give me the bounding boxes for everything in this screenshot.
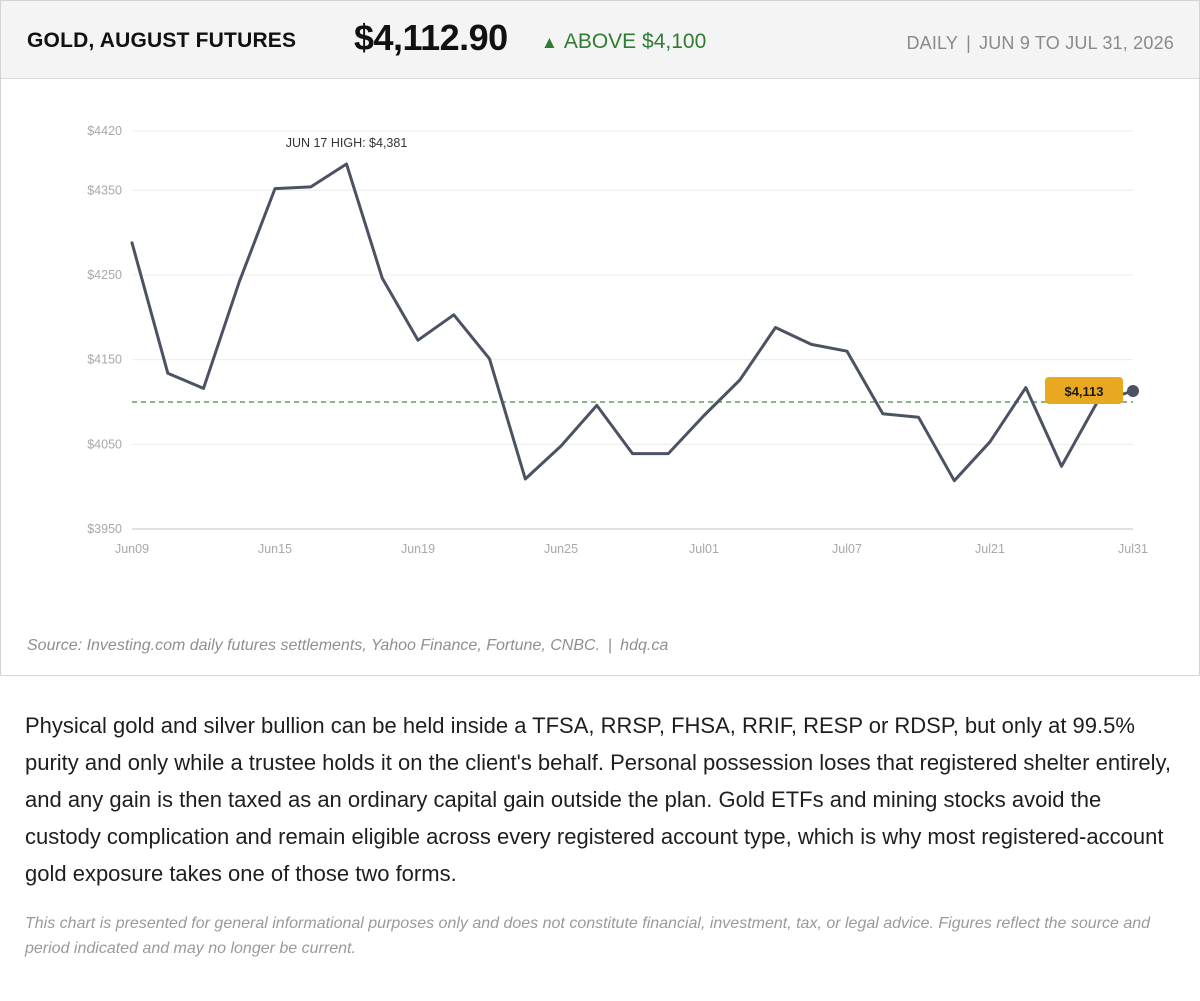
y-tick-label: $3950 <box>87 522 122 536</box>
data-point <box>166 372 169 375</box>
current-price: $4,112.90 <box>354 17 508 58</box>
data-point <box>381 277 384 280</box>
chart-card: GOLD, AUGUST FUTURES $4,112.90 ▲ ABOVE $4… <box>0 0 1200 676</box>
badge-background <box>1045 376 1123 404</box>
data-points <box>131 163 1135 483</box>
data-point <box>989 440 992 443</box>
data-point <box>452 313 455 316</box>
data-point <box>417 339 420 342</box>
source-line: Source: Investing.com daily futures sett… <box>27 637 668 655</box>
y-tick-label: $4150 <box>87 353 122 367</box>
price-status: ▲ ABOVE $4,100 <box>541 30 706 54</box>
data-point <box>846 350 849 353</box>
data-point <box>1024 386 1027 389</box>
data-point <box>881 412 884 415</box>
source-site: hdq.ca <box>620 637 669 654</box>
chart-title: GOLD, AUGUST FUTURES <box>27 29 297 52</box>
data-point <box>738 378 741 381</box>
period-separator: | <box>966 33 972 53</box>
x-tick-label: Jul31 <box>1118 542 1148 556</box>
data-point <box>810 343 813 346</box>
data-point <box>560 445 563 448</box>
data-point <box>345 163 348 166</box>
data-point <box>917 416 920 419</box>
data-point <box>774 326 777 329</box>
price-chart: $3950 $4050 $4150 $4250 $4350 $4420 Jun09 Jun1… <box>87 124 1148 556</box>
price-series-line <box>130 162 1135 483</box>
period-label: JUN 9 TO JUL 31, 2026 <box>979 33 1174 53</box>
data-point <box>309 185 312 188</box>
y-tick-label: $4350 <box>87 183 122 197</box>
data-point <box>202 387 205 390</box>
source-separator: | <box>608 637 613 654</box>
y-axis-ticks: $3950 $4050 $4150 $4250 $4350 $4420 <box>87 124 122 536</box>
status-text: ABOVE $4,100 <box>563 30 707 53</box>
x-tick-label: Jul07 <box>832 542 862 556</box>
data-point <box>631 452 634 455</box>
chart-header: GOLD, AUGUST FUTURES $4,112.90 ▲ ABOVE $4… <box>1 1 1199 79</box>
data-point <box>488 357 491 360</box>
source-text: Source: Investing.com daily futures sett… <box>27 637 601 654</box>
x-tick-label: Jul01 <box>689 542 719 556</box>
date-range: DAILY | JUN 9 TO JUL 31, 2026 <box>906 33 1174 54</box>
x-tick-label: Jun25 <box>544 542 578 556</box>
y-tick-label: $4050 <box>87 437 122 451</box>
disclaimer: This chart is presented for general info… <box>25 915 1151 957</box>
data-point <box>238 280 241 283</box>
frequency-label: DAILY <box>906 33 959 53</box>
data-point <box>595 404 598 407</box>
last-value-badge: $4,113 <box>1045 376 1123 404</box>
data-point <box>703 414 706 417</box>
x-tick-label: Jun15 <box>258 542 292 556</box>
high-annotation: JUN 17 HIGH: $4,381 <box>286 136 408 150</box>
up-triangle-icon: ▲ <box>541 33 558 52</box>
x-tick-label: Jul21 <box>975 542 1005 556</box>
data-point <box>667 452 670 455</box>
data-point <box>274 187 277 190</box>
x-axis-ticks: Jun09 Jun15 Jun19 Jun25 Jul01 Jul07 Jul21 Jul31 <box>115 542 1148 556</box>
data-point <box>1060 465 1063 468</box>
x-tick-label: Jun09 <box>115 542 149 556</box>
data-point <box>953 479 956 482</box>
data-point <box>131 241 134 244</box>
article-paragraph: Physical gold and silver bullion can be … <box>25 713 1171 886</box>
badge-label: $4,113 <box>1064 384 1103 399</box>
last-point-marker <box>1127 384 1139 397</box>
y-tick-label: $4250 <box>87 268 122 282</box>
y-tick-label: $4420 <box>87 124 122 138</box>
x-tick-label: Jun19 <box>401 542 435 556</box>
grid-lines <box>132 130 1133 530</box>
data-point <box>524 478 527 481</box>
